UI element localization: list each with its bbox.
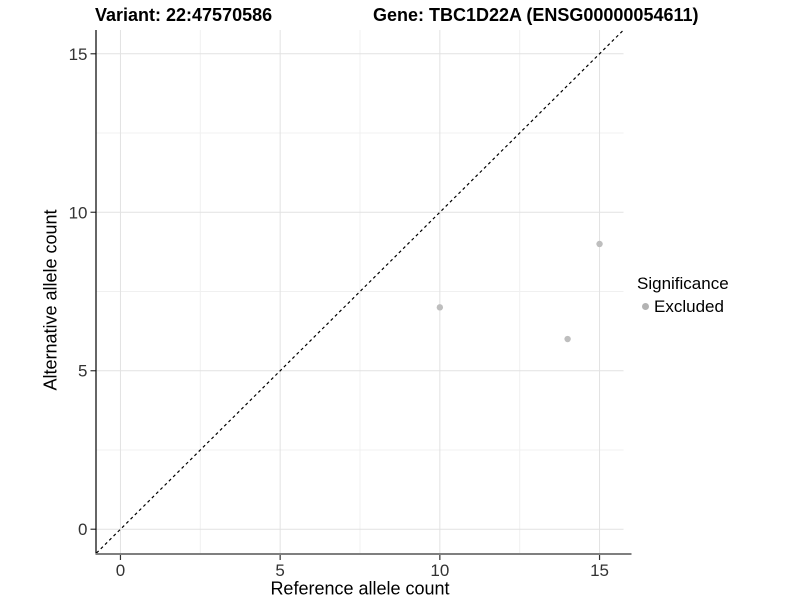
legend: Significance Excluded bbox=[637, 274, 729, 316]
data-point bbox=[596, 240, 603, 248]
data-point bbox=[564, 335, 571, 343]
x-axis-title: Reference allele count bbox=[270, 578, 450, 599]
legend-title: Significance bbox=[637, 274, 729, 293]
y-tick-label: 10 bbox=[69, 203, 88, 222]
legend-point-icon bbox=[642, 303, 649, 310]
y-tick-label: 5 bbox=[78, 362, 87, 381]
x-tick-label: 15 bbox=[590, 561, 609, 580]
x-tick-label: 5 bbox=[275, 561, 284, 580]
x-tick-label: 10 bbox=[430, 561, 449, 580]
legend-item-label: Excluded bbox=[654, 296, 724, 316]
data-point bbox=[436, 304, 444, 311]
plot-title-variant: Variant: 22:47570586 bbox=[95, 5, 273, 25]
identity-reference-line bbox=[96, 29, 624, 554]
y-tick-label: 15 bbox=[69, 45, 88, 64]
y-axis-title: Alternative allele count bbox=[40, 209, 61, 391]
plot-title-gene: Gene: TBC1D22A (ENSG00000054611) bbox=[373, 5, 699, 25]
legend-items: Excluded bbox=[637, 297, 729, 316]
y-tick-label: 0 bbox=[78, 520, 87, 539]
x-tick-label: 0 bbox=[116, 561, 125, 580]
legend-item: Excluded bbox=[637, 297, 729, 316]
